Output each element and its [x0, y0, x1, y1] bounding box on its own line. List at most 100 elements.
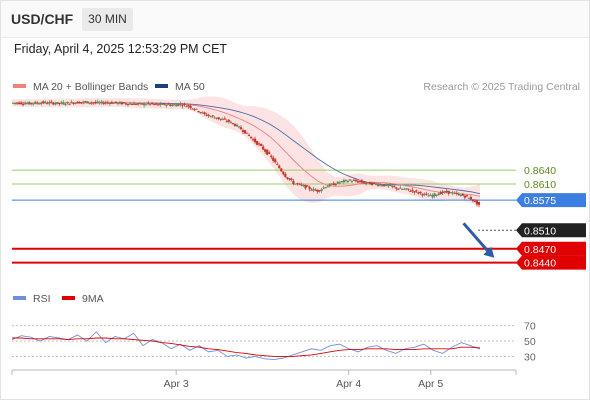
candle — [334, 182, 337, 186]
candle — [318, 189, 321, 193]
candle — [130, 103, 134, 106]
x-tick-label-Apr 3: Apr 3 — [164, 378, 189, 390]
level-tag-0.8440 — [516, 255, 586, 270]
candle — [340, 180, 343, 184]
candle — [88, 102, 91, 105]
candle — [469, 194, 473, 200]
candle — [114, 101, 117, 104]
candle — [221, 117, 224, 121]
candle — [143, 102, 146, 108]
candle — [437, 192, 440, 196]
candle — [149, 103, 152, 107]
candle — [255, 140, 259, 146]
candle — [423, 192, 426, 197]
candle — [110, 100, 113, 105]
candle — [108, 101, 111, 107]
candle — [348, 178, 351, 181]
candle — [320, 188, 323, 193]
x-tick-label-Apr 5: Apr 5 — [418, 378, 443, 390]
candle — [296, 182, 299, 186]
legend-label-rsi: RSI — [33, 293, 51, 305]
candle — [310, 187, 313, 191]
candle — [427, 193, 430, 197]
candle — [243, 130, 247, 134]
candle — [352, 178, 356, 181]
candle — [391, 185, 394, 189]
candle — [260, 143, 263, 147]
candle — [167, 102, 170, 105]
candle — [155, 102, 158, 106]
candle — [383, 184, 386, 187]
candle — [229, 120, 232, 124]
candle — [90, 101, 93, 105]
candle — [207, 113, 210, 118]
candle — [74, 102, 77, 105]
candle — [32, 103, 35, 106]
candle — [34, 100, 37, 105]
level-tag-0.8510 — [516, 223, 586, 238]
candle — [171, 103, 174, 107]
candle — [286, 177, 289, 181]
candle — [159, 101, 162, 108]
candle — [439, 190, 442, 195]
chart-header: USD/CHF 30 MIN — [1, 1, 589, 38]
level-label-0.8470: 0.8470 — [524, 244, 556, 256]
candle — [435, 194, 438, 197]
candle — [266, 149, 269, 156]
candle — [169, 103, 172, 107]
candle — [100, 99, 103, 105]
interval-button[interactable]: 30 MIN — [82, 8, 133, 31]
candle — [431, 193, 434, 199]
candle — [50, 99, 53, 104]
candle — [177, 104, 180, 107]
x-tick-label-Apr 4: Apr 4 — [336, 378, 361, 390]
candle — [36, 100, 39, 105]
candle — [419, 191, 422, 195]
candle — [342, 178, 345, 185]
candle — [233, 122, 237, 127]
candle — [64, 102, 67, 107]
candle — [213, 115, 216, 119]
candle — [247, 133, 251, 137]
moving-averages — [12, 102, 481, 197]
candle — [183, 102, 186, 107]
candle — [179, 101, 182, 107]
candle — [280, 167, 283, 172]
candle — [308, 185, 311, 192]
key-levels — [12, 169, 586, 264]
candle — [326, 184, 329, 188]
candle — [30, 102, 33, 106]
candle — [66, 101, 69, 105]
candle — [411, 187, 414, 193]
candle — [205, 112, 208, 117]
candle — [128, 101, 132, 105]
candle — [134, 103, 138, 106]
candle — [84, 100, 87, 103]
candle — [477, 201, 481, 207]
candle — [262, 144, 265, 151]
rsi-tick-50: 50 — [524, 336, 536, 348]
candle — [457, 192, 460, 196]
candle — [80, 102, 83, 105]
candle — [298, 182, 301, 186]
rsi-tick-30: 30 — [524, 351, 536, 363]
candle — [401, 188, 404, 190]
candle — [122, 101, 126, 104]
level-label-0.8575: 0.8575 — [524, 195, 556, 207]
candle — [225, 118, 228, 123]
candle — [17, 101, 21, 105]
candle — [338, 180, 341, 185]
candle — [372, 182, 376, 184]
candle — [304, 184, 307, 190]
candle — [94, 100, 97, 105]
candle — [322, 185, 325, 190]
candle — [344, 179, 347, 183]
candle — [377, 183, 380, 187]
candle — [46, 101, 49, 105]
candle — [11, 102, 15, 104]
candle — [415, 189, 418, 193]
candle — [370, 181, 374, 186]
candle — [381, 184, 384, 187]
candle — [173, 103, 176, 106]
candle — [40, 101, 43, 106]
